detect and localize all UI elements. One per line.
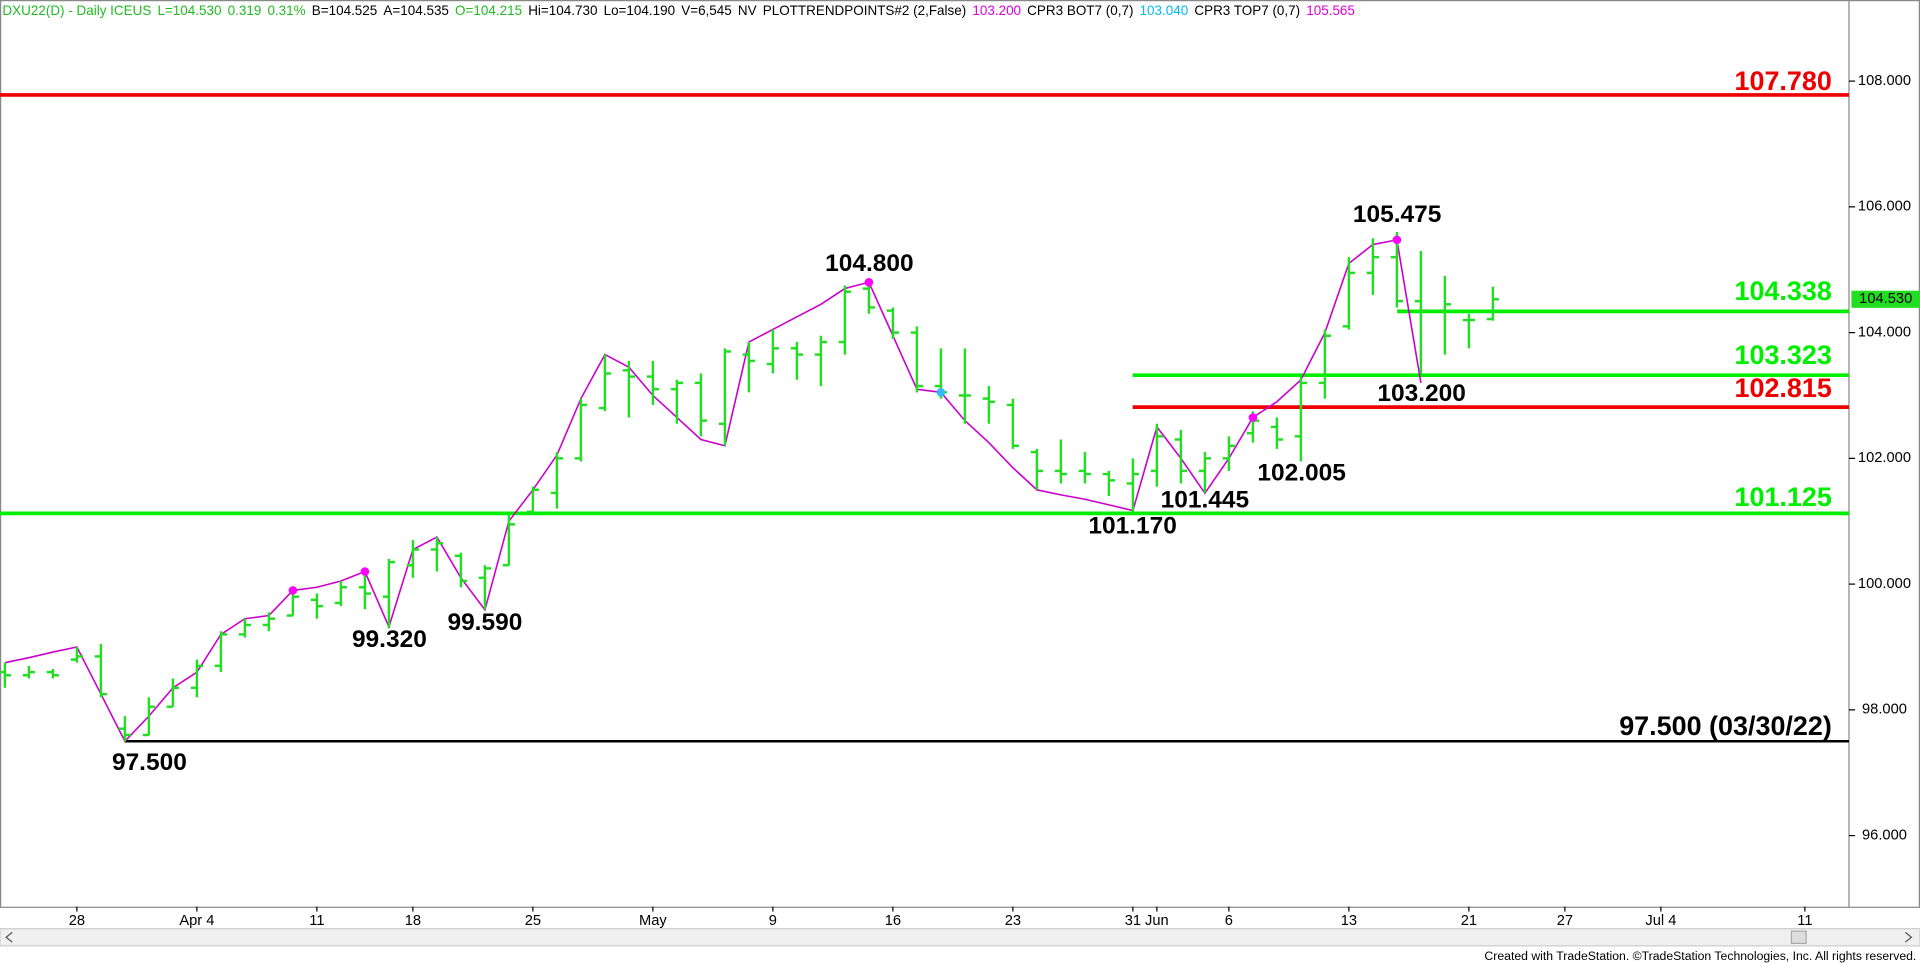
x-tick-label: Jul 4: [1645, 913, 1676, 929]
pivot-marker: [864, 278, 874, 287]
pivot-label: 97.500: [112, 749, 187, 776]
scrollbar[interactable]: [0, 928, 1920, 947]
pivot-label: 104.800: [825, 250, 913, 277]
plot-frame: [0, 0, 1920, 908]
pivot-marker: [360, 567, 370, 576]
header-item: 103.200: [972, 3, 1021, 18]
scroll-thumb[interactable]: [1790, 930, 1807, 945]
pivot-label: 99.320: [352, 626, 427, 653]
footer: Created with TradeStation. ©TradeStation…: [1484, 949, 1916, 963]
header-item: 0.319: [228, 3, 262, 18]
pivot-label: 102.005: [1257, 460, 1345, 487]
last-price-label: 104.530: [1859, 291, 1912, 307]
x-tick-label: 9: [769, 913, 777, 929]
x-tick-label: 21: [1461, 913, 1477, 929]
level-label: 103.323: [1734, 340, 1831, 370]
level-label: 104.338: [1734, 276, 1831, 306]
scroll-right[interactable]: [1904, 931, 1913, 943]
header-item: PLOTTRENDPOINTS#2 (2,False): [763, 3, 967, 18]
pivot-label: 99.590: [447, 609, 522, 636]
pivot-label: 103.200: [1377, 380, 1465, 407]
header-item: Hi=104.730: [528, 3, 597, 18]
pivot-marker: [936, 388, 946, 397]
x-tick-label: 13: [1341, 913, 1357, 929]
header-item: O=104.215: [455, 3, 522, 18]
level-label: 101.125: [1734, 482, 1831, 512]
x-tick-label: 31: [1125, 913, 1141, 929]
x-tick-label: 16: [885, 913, 901, 929]
y-tick-label: 96.000: [1862, 827, 1907, 843]
x-tick-label: 6: [1225, 913, 1233, 929]
x-tick-label: 11: [1797, 913, 1812, 929]
pivot-marker: [1392, 235, 1402, 245]
level-label: 107.780: [1734, 66, 1831, 96]
x-tick-label: May: [639, 913, 667, 929]
last-price-box: [1851, 290, 1920, 308]
y-tick-label: 102.000: [1858, 450, 1911, 466]
scroll-left[interactable]: [5, 931, 13, 943]
y-tick-label: 106.000: [1858, 199, 1911, 215]
x-tick-label: Jun: [1145, 913, 1169, 929]
header-item: 0.31%: [267, 3, 305, 18]
header-item: Lo=104.190: [604, 3, 676, 18]
header: DXU22(D) - Daily ICEUS L=104.530 0.319 0.31…: [2, 3, 1354, 18]
pivot-marker: [1248, 413, 1258, 422]
header-item: 103.040: [1140, 3, 1189, 18]
header-item: V=6,545: [681, 3, 732, 18]
x-tick-label: 18: [405, 913, 421, 929]
pivot-marker: [288, 586, 298, 595]
header-item: A=104.535: [383, 3, 449, 18]
y-tick-label: 98.000: [1862, 702, 1907, 718]
pivot-label: 101.170: [1088, 512, 1176, 539]
x-tick-label: 28: [69, 913, 85, 929]
level-label: 102.815: [1734, 373, 1831, 403]
x-tick-label: 27: [1557, 913, 1573, 929]
header-item: DXU22(D) - Daily ICEUS: [2, 3, 151, 18]
x-tick-label: 23: [1005, 913, 1021, 929]
x-tick-label: 11: [309, 913, 324, 929]
header-item: NV: [738, 3, 757, 18]
header-item: CPR3 BOT7 (0,7): [1027, 3, 1133, 18]
header-item: B=104.525: [312, 3, 378, 18]
header-item: CPR3 TOP7 (0,7): [1194, 3, 1300, 18]
zigzag-line: [4, 238, 1422, 743]
y-tick-label: 108.000: [1858, 73, 1911, 89]
pivot-label: 105.475: [1353, 201, 1441, 228]
header-item: 105.565: [1306, 3, 1355, 18]
header-item: L=104.530: [157, 3, 221, 18]
pivot-label: 101.445: [1161, 487, 1249, 514]
y-tick-label: 104.000: [1858, 324, 1911, 340]
x-tick-label: Apr 4: [179, 913, 214, 929]
y-tick-label: 100.000: [1858, 576, 1911, 592]
x-tick-label: 25: [525, 913, 541, 929]
level-label: 97.500 (03/30/22): [1619, 711, 1832, 741]
